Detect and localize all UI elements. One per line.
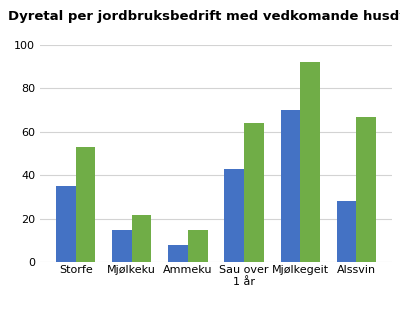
Text: Dyretal per jordbruksbedrift med vedkomande husdyr. 1999 og 2010*: Dyretal per jordbruksbedrift med vedkoma…: [8, 10, 400, 23]
Bar: [188, 230, 208, 262]
Bar: [112, 230, 132, 262]
Bar: [168, 245, 188, 262]
Bar: [56, 186, 76, 262]
Bar: [356, 116, 376, 262]
Bar: [280, 110, 300, 262]
Bar: [337, 202, 356, 262]
Bar: [76, 147, 95, 262]
Bar: [132, 214, 152, 262]
Bar: [244, 123, 264, 262]
Bar: [224, 169, 244, 262]
Bar: [300, 62, 320, 262]
